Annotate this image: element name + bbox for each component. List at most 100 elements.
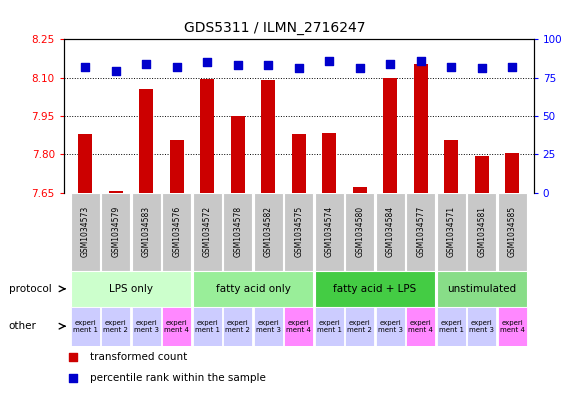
- Text: GSM1034585: GSM1034585: [508, 206, 517, 257]
- Text: experi
ment 3: experi ment 3: [378, 320, 403, 333]
- Bar: [353, 187, 367, 193]
- Bar: [376, 307, 405, 346]
- Text: GSM1034575: GSM1034575: [294, 206, 303, 257]
- Bar: [284, 307, 313, 346]
- Text: experi
ment 2: experi ment 2: [347, 320, 372, 333]
- Bar: [406, 193, 436, 271]
- Bar: [78, 134, 92, 193]
- Point: [386, 61, 395, 67]
- Bar: [262, 80, 275, 193]
- Bar: [193, 193, 222, 271]
- Bar: [231, 116, 245, 193]
- Point: [68, 375, 78, 381]
- Title: GDS5311 / ILMN_2716247: GDS5311 / ILMN_2716247: [184, 22, 366, 35]
- Bar: [345, 307, 374, 346]
- Bar: [314, 271, 436, 307]
- Text: GSM1034573: GSM1034573: [81, 206, 90, 257]
- Bar: [71, 271, 191, 307]
- Point: [68, 354, 78, 360]
- Bar: [71, 307, 100, 346]
- Text: experi
ment 4: experi ment 4: [287, 320, 311, 333]
- Text: experi
ment 1: experi ment 1: [195, 320, 220, 333]
- Bar: [193, 271, 313, 307]
- Text: experi
ment 4: experi ment 4: [164, 320, 189, 333]
- Text: experi
ment 2: experi ment 2: [103, 320, 128, 333]
- Bar: [314, 307, 344, 346]
- Text: experi
ment 1: experi ment 1: [317, 320, 342, 333]
- Bar: [292, 134, 306, 193]
- Bar: [406, 307, 436, 346]
- Text: protocol: protocol: [9, 284, 52, 294]
- Bar: [444, 140, 458, 193]
- Text: GSM1034578: GSM1034578: [233, 206, 242, 257]
- Text: experi
ment 3: experi ment 3: [469, 320, 494, 333]
- Bar: [467, 307, 496, 346]
- Bar: [475, 156, 488, 193]
- Bar: [223, 193, 252, 271]
- Bar: [437, 271, 527, 307]
- Bar: [223, 307, 252, 346]
- Point: [416, 58, 425, 64]
- Text: GSM1034574: GSM1034574: [325, 206, 333, 257]
- Text: percentile rank within the sample: percentile rank within the sample: [90, 373, 266, 383]
- Text: GSM1034581: GSM1034581: [477, 206, 486, 257]
- Bar: [101, 307, 130, 346]
- Text: GSM1034579: GSM1034579: [111, 206, 120, 257]
- Bar: [193, 307, 222, 346]
- Bar: [200, 79, 214, 193]
- Bar: [467, 193, 496, 271]
- Bar: [253, 193, 283, 271]
- Bar: [437, 307, 466, 346]
- Text: experi
ment 3: experi ment 3: [256, 320, 281, 333]
- Text: other: other: [9, 321, 37, 331]
- Bar: [132, 307, 161, 346]
- Text: GSM1034584: GSM1034584: [386, 206, 395, 257]
- Bar: [109, 191, 122, 193]
- Bar: [139, 89, 153, 193]
- Text: GSM1034576: GSM1034576: [172, 206, 181, 257]
- Point: [142, 61, 151, 67]
- Point: [202, 59, 212, 65]
- Text: GSM1034577: GSM1034577: [416, 206, 425, 257]
- Bar: [132, 193, 161, 271]
- Bar: [71, 193, 100, 271]
- Bar: [505, 153, 519, 193]
- Text: experi
ment 1: experi ment 1: [72, 320, 97, 333]
- Point: [233, 62, 242, 68]
- Text: GSM1034583: GSM1034583: [142, 206, 151, 257]
- Bar: [345, 193, 374, 271]
- Bar: [376, 193, 405, 271]
- Text: GSM1034580: GSM1034580: [355, 206, 364, 257]
- Text: experi
ment 1: experi ment 1: [438, 320, 464, 333]
- Text: experi
ment 4: experi ment 4: [500, 320, 525, 333]
- Bar: [253, 307, 283, 346]
- Point: [447, 64, 456, 70]
- Bar: [322, 132, 336, 193]
- Bar: [414, 64, 427, 193]
- Bar: [383, 77, 397, 193]
- Bar: [162, 193, 191, 271]
- Text: GSM1034582: GSM1034582: [264, 206, 273, 257]
- Bar: [498, 193, 527, 271]
- Point: [508, 64, 517, 70]
- Point: [477, 65, 487, 72]
- Bar: [314, 193, 344, 271]
- Point: [81, 64, 90, 70]
- Text: experi
ment 3: experi ment 3: [133, 320, 159, 333]
- Point: [263, 62, 273, 68]
- Point: [355, 65, 364, 72]
- Text: GSM1034571: GSM1034571: [447, 206, 456, 257]
- Text: transformed count: transformed count: [90, 352, 187, 362]
- Text: experi
ment 4: experi ment 4: [408, 320, 433, 333]
- Bar: [162, 307, 191, 346]
- Bar: [284, 193, 313, 271]
- Text: LPS only: LPS only: [109, 284, 153, 294]
- Text: fatty acid + LPS: fatty acid + LPS: [334, 284, 416, 294]
- Point: [325, 58, 334, 64]
- Bar: [437, 193, 466, 271]
- Text: fatty acid only: fatty acid only: [216, 284, 291, 294]
- Text: GSM1034572: GSM1034572: [202, 206, 212, 257]
- Point: [111, 68, 120, 75]
- Point: [294, 65, 303, 72]
- Bar: [101, 193, 130, 271]
